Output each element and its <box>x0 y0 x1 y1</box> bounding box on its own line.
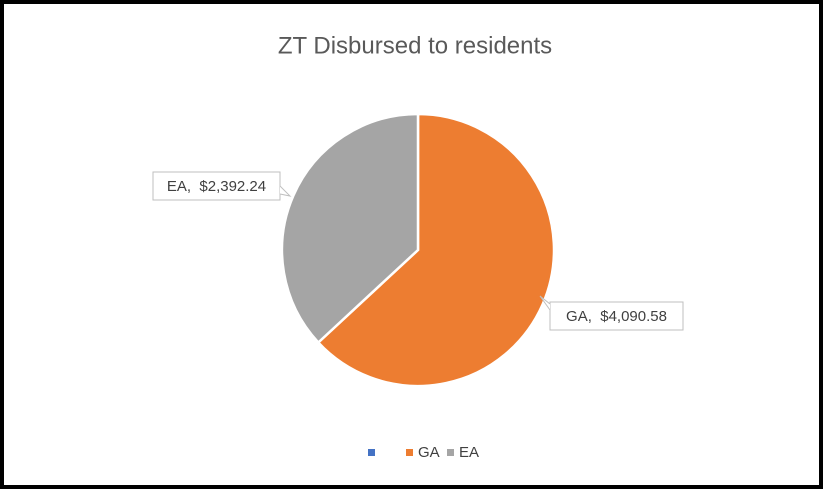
legend-marker <box>406 449 413 456</box>
chart-title: ZT Disbursed to residents <box>278 32 552 59</box>
pie-slice <box>280 112 420 345</box>
legend-label: GA <box>418 444 440 461</box>
legend-marker <box>368 449 375 456</box>
label-pointer <box>539 295 551 311</box>
label-pointer <box>279 185 292 197</box>
data-label: GA, $4,090.58 <box>566 308 667 325</box>
label-box <box>152 171 281 201</box>
data-label: EA, $2,392.24 <box>167 178 266 195</box>
legend-marker <box>447 449 454 456</box>
label-box <box>549 301 684 331</box>
legend-label: EA <box>459 444 479 461</box>
pie-slice <box>316 112 556 388</box>
